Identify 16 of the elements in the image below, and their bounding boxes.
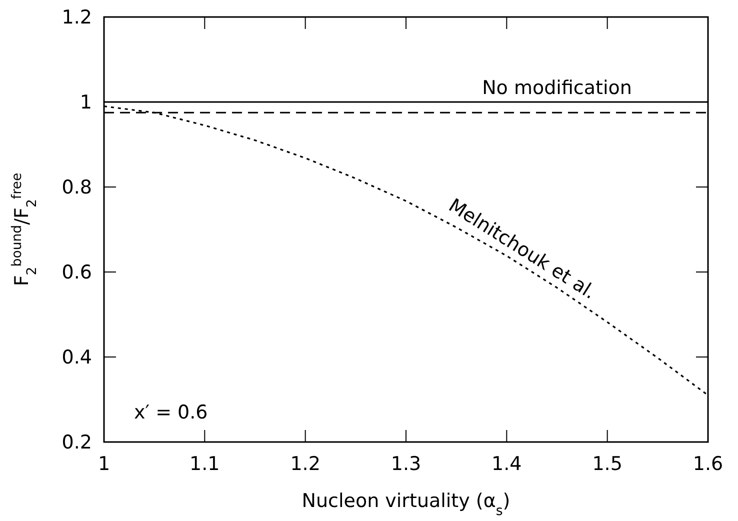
x-tick-label: 1.2 (290, 453, 320, 475)
x-axis-title: Nucleon virtuality (α$_{s}$) (302, 490, 510, 518)
annotation: x′ = 0.6 (134, 402, 208, 424)
y-tick-label: 0.2 (62, 432, 92, 454)
y-tick-label: 0.6 (62, 262, 92, 284)
x-tick-label: 1 (98, 453, 110, 475)
x-tick-label: 1.5 (592, 453, 622, 475)
x-tick-label: 1.1 (190, 453, 220, 475)
x-tick-label: 1.3 (390, 453, 422, 475)
y-tick-label: 0.4 (62, 346, 92, 369)
y-tick-label: 0.8 (62, 176, 92, 199)
x-tick-label: 1.4 (492, 453, 522, 475)
y-tick-label: 1.2 (62, 6, 92, 29)
y-tick-label: 1 (80, 92, 92, 114)
x-tick-label: 1.6 (692, 453, 724, 475)
series-label: No modification (482, 77, 632, 99)
